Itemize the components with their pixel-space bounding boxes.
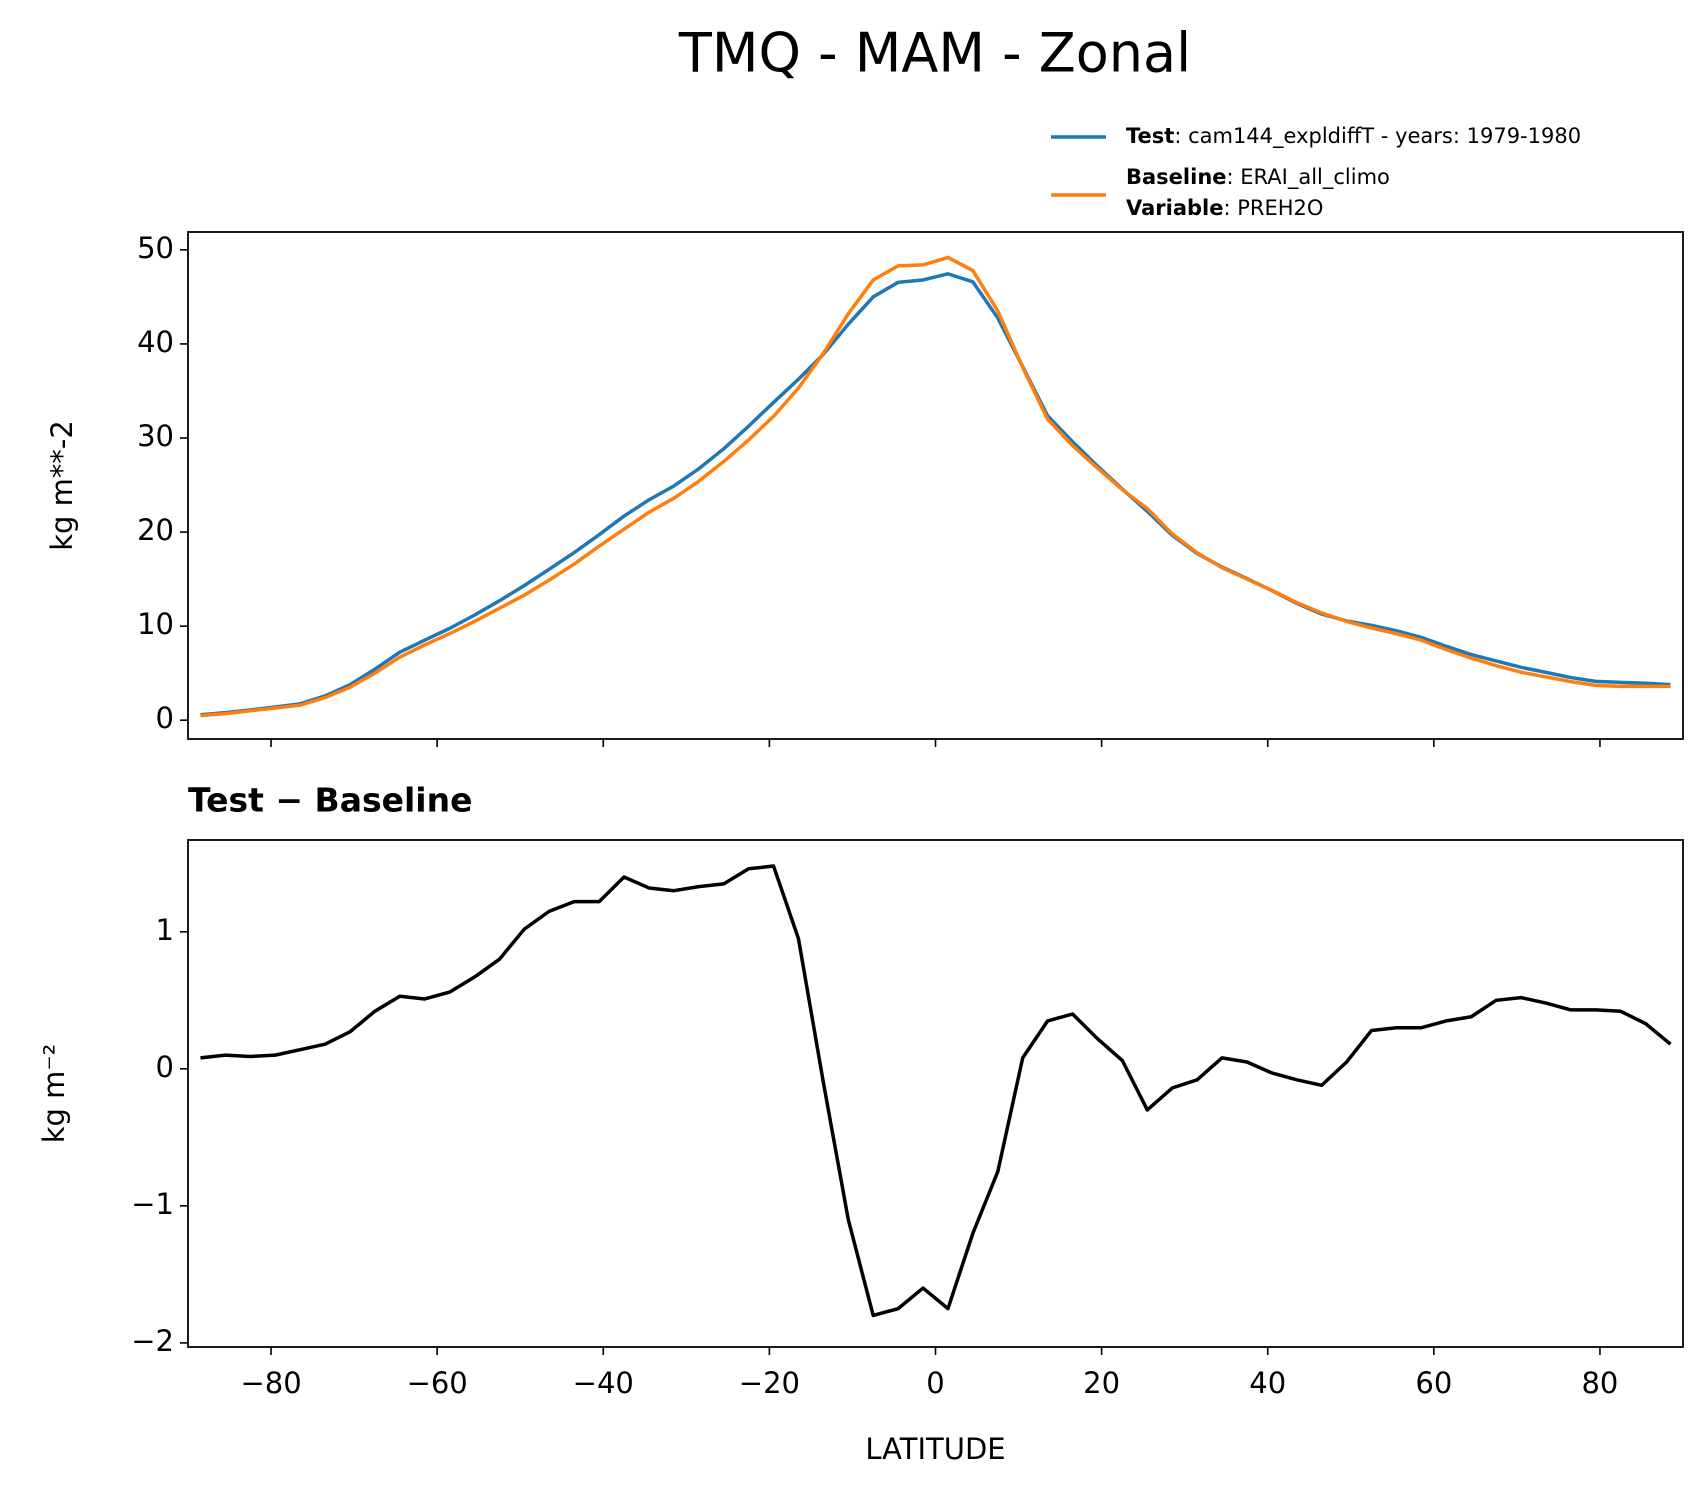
legend-name: Variable xyxy=(1126,196,1223,220)
data-line xyxy=(200,255,1671,718)
plot-area xyxy=(200,255,1671,718)
legend-entry: Test: cam144_expldiffT - years: 1979-198… xyxy=(1126,124,1581,149)
x-tick-label: 40 xyxy=(1249,1366,1286,1400)
x-tick-label: −40 xyxy=(573,1366,634,1400)
x-tick-label: 0 xyxy=(926,1366,944,1400)
x-tick-label: −80 xyxy=(240,1366,301,1400)
axes-frame xyxy=(187,839,1684,1348)
x-tick-label: 60 xyxy=(1415,1366,1452,1400)
y-tick-label: 40 xyxy=(137,325,174,359)
data-line xyxy=(200,272,1671,717)
legend-name: Test xyxy=(1126,124,1174,148)
y-tick-label: 50 xyxy=(137,231,174,265)
axes-frame xyxy=(187,231,1684,740)
y-tick-label: 0 xyxy=(156,701,174,735)
y-tick-label: 1 xyxy=(156,913,174,947)
legend-name: Baseline xyxy=(1126,165,1227,189)
y-tick-label: 0 xyxy=(156,1050,174,1084)
data-line xyxy=(200,864,1672,1318)
y-tick-label: −2 xyxy=(131,1324,174,1358)
axes-title: Test − Baseline xyxy=(188,781,473,820)
y-tick-label: 30 xyxy=(137,419,174,453)
legend-entry: Variable: PREH2O xyxy=(1126,196,1323,220)
y-tick-label: −1 xyxy=(131,1187,174,1221)
legend-label: : ERAI_all_climo xyxy=(1227,165,1390,190)
x-tick-label: 80 xyxy=(1581,1366,1618,1400)
legend-label: : cam144_expldiffT - years: 1979-1980 xyxy=(1174,124,1581,149)
y-axis-label: kg m**-2 xyxy=(45,420,79,551)
y-axis-label: kg m⁻² xyxy=(37,1044,71,1144)
legend-label: : PREH2O xyxy=(1223,196,1323,220)
x-axis-label: LATITUDE xyxy=(865,1432,1005,1466)
x-tick-label: −20 xyxy=(739,1366,800,1400)
figure-title: TMQ - MAM - Zonal xyxy=(678,22,1191,85)
x-tick-label: −60 xyxy=(407,1366,468,1400)
y-tick-label: 10 xyxy=(137,607,174,641)
plot-area xyxy=(200,864,1672,1318)
legend-entry: Baseline: ERAI_all_climo xyxy=(1126,165,1390,190)
y-tick-label: 20 xyxy=(137,513,174,547)
x-tick-label: 20 xyxy=(1083,1366,1120,1400)
